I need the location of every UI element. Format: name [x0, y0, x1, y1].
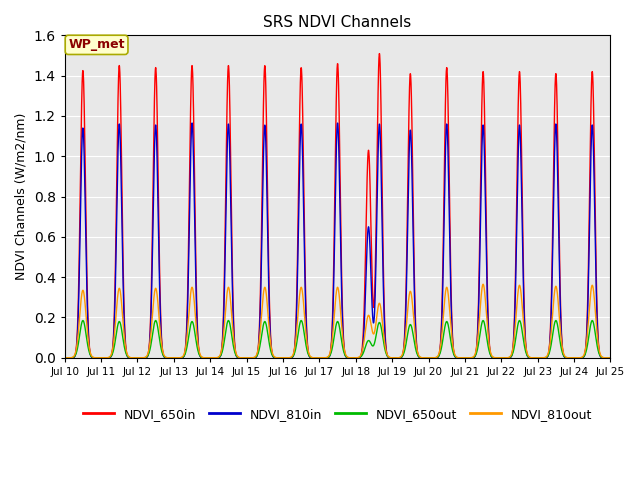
Legend: NDVI_650in, NDVI_810in, NDVI_650out, NDVI_810out: NDVI_650in, NDVI_810in, NDVI_650out, NDV… [77, 403, 598, 426]
Title: SRS NDVI Channels: SRS NDVI Channels [264, 15, 412, 30]
Y-axis label: NDVI Channels (W/m2/nm): NDVI Channels (W/m2/nm) [15, 113, 28, 280]
Text: WP_met: WP_met [68, 38, 125, 51]
